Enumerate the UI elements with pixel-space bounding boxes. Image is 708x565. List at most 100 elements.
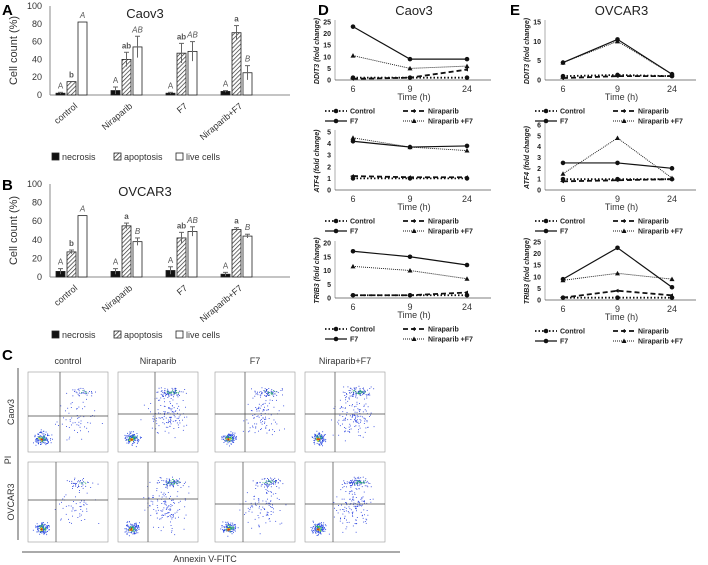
event-dot bbox=[318, 526, 320, 528]
event-dot bbox=[137, 438, 138, 440]
event-dot bbox=[345, 397, 346, 399]
event-dot bbox=[230, 440, 231, 442]
event-dot bbox=[163, 492, 165, 494]
event-dot bbox=[318, 526, 320, 527]
event-dot bbox=[258, 416, 260, 418]
event-dot bbox=[223, 531, 225, 532]
event-dot bbox=[130, 529, 132, 531]
event-dot bbox=[180, 481, 181, 483]
event-dot bbox=[321, 525, 322, 527]
event-dot bbox=[252, 506, 254, 508]
event-dot bbox=[79, 392, 80, 394]
event-dot bbox=[134, 523, 136, 524]
event-dot bbox=[363, 392, 364, 394]
event-dot bbox=[177, 481, 179, 482]
event-dot bbox=[341, 406, 342, 407]
event-dot bbox=[349, 491, 351, 493]
event-dot bbox=[80, 420, 82, 422]
event-dot bbox=[150, 403, 152, 404]
event-dot bbox=[167, 412, 168, 414]
event-dot bbox=[63, 417, 64, 419]
event-dot bbox=[178, 481, 180, 483]
event-dot bbox=[139, 436, 141, 438]
event-dot bbox=[359, 403, 360, 404]
y-tick-label: 10 bbox=[323, 54, 331, 61]
event-dot bbox=[254, 414, 256, 416]
event-dot bbox=[138, 527, 140, 529]
event-dot bbox=[225, 438, 227, 440]
event-dot bbox=[355, 425, 357, 427]
event-dot bbox=[42, 523, 44, 525]
event-dot bbox=[41, 522, 43, 524]
event-dot bbox=[322, 527, 324, 528]
event-dot bbox=[83, 416, 85, 418]
flow-cytometry-panel: control Niraparib F7 Niraparib+F7Caov3OVCAR… bbox=[3, 356, 400, 564]
event-dot bbox=[224, 440, 226, 442]
event-dot bbox=[70, 403, 72, 405]
event-dot bbox=[349, 481, 351, 483]
marker-arrow bbox=[350, 76, 354, 81]
event-dot bbox=[264, 394, 266, 396]
event-dot bbox=[276, 394, 278, 396]
event-dot bbox=[250, 410, 252, 411]
event-dot bbox=[275, 480, 277, 482]
event-dot bbox=[41, 526, 43, 528]
event-dot bbox=[176, 495, 178, 497]
event-dot bbox=[258, 524, 260, 526]
event-dot bbox=[161, 503, 163, 504]
event-dot bbox=[167, 393, 169, 395]
event-dot bbox=[232, 530, 234, 532]
event-dot bbox=[270, 392, 272, 394]
event-dot bbox=[353, 481, 355, 483]
event-dot bbox=[358, 393, 360, 395]
event-dot bbox=[79, 481, 81, 483]
event-dot bbox=[175, 420, 177, 421]
event-dot bbox=[129, 529, 130, 530]
event-dot bbox=[363, 500, 365, 502]
event-dot bbox=[316, 436, 317, 438]
event-dot bbox=[171, 516, 173, 518]
event-dot bbox=[44, 442, 45, 444]
event-dot bbox=[79, 513, 81, 515]
event-dot bbox=[221, 437, 223, 439]
event-dot bbox=[345, 427, 347, 429]
event-dot bbox=[232, 522, 234, 524]
event-dot bbox=[233, 528, 235, 529]
event-dot bbox=[262, 417, 264, 419]
event-dot bbox=[316, 527, 318, 529]
event-dot bbox=[134, 527, 136, 529]
event-dot bbox=[160, 393, 162, 395]
event-dot bbox=[39, 436, 41, 438]
event-dot bbox=[78, 480, 80, 482]
event-dot bbox=[66, 439, 68, 441]
event-dot bbox=[153, 418, 155, 420]
event-dot bbox=[271, 480, 273, 482]
event-dot bbox=[358, 504, 360, 506]
event-dot bbox=[129, 521, 130, 523]
event-dot bbox=[161, 480, 163, 481]
event-dot bbox=[229, 437, 231, 439]
event-dot bbox=[178, 391, 180, 393]
event-dot bbox=[225, 521, 227, 523]
event-dot bbox=[159, 477, 161, 478]
event-dot bbox=[320, 529, 322, 531]
event-dot bbox=[226, 435, 228, 437]
event-dot bbox=[345, 510, 347, 512]
event-dot bbox=[171, 394, 173, 396]
event-dot bbox=[355, 488, 357, 489]
event-dot bbox=[37, 528, 39, 530]
event-dot bbox=[358, 478, 360, 479]
event-dot bbox=[65, 494, 67, 496]
event-dot bbox=[255, 393, 257, 395]
event-dot bbox=[165, 426, 167, 428]
event-dot bbox=[163, 484, 165, 485]
event-dot bbox=[270, 514, 272, 515]
marker-triangle bbox=[669, 71, 675, 77]
event-dot bbox=[39, 437, 41, 439]
event-dot bbox=[45, 526, 47, 528]
event-dot bbox=[266, 396, 267, 397]
event-dot bbox=[47, 526, 49, 527]
event-dot bbox=[360, 483, 362, 485]
event-dot bbox=[351, 396, 353, 397]
